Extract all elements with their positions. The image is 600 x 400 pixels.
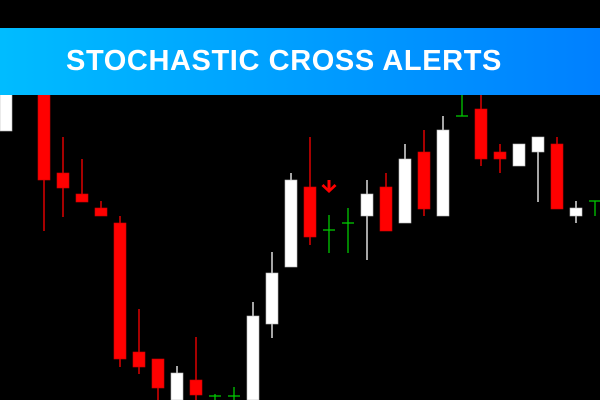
bearish-candle-body	[550, 143, 564, 210]
bearish-candle-body	[56, 172, 70, 189]
bearish-candle-body	[37, 91, 51, 181]
bearish-candle-body	[417, 151, 431, 210]
bearish-candle-body	[379, 186, 393, 232]
bearish-candle-body	[303, 186, 317, 238]
bullish-candle-body	[436, 129, 450, 217]
bullish-candle-body	[569, 207, 583, 217]
bullish-candle-body	[531, 136, 545, 153]
bullish-candle-body	[246, 315, 260, 400]
bearish-candle-body	[474, 108, 488, 160]
bullish-candle-body	[170, 372, 184, 400]
banner-title: STOCHASTIC CROSS ALERTS	[66, 45, 502, 77]
bearish-candle-body	[151, 358, 165, 389]
bearish-candle-body	[94, 207, 108, 217]
bullish-candle-body	[284, 179, 298, 268]
bearish-candle-body	[75, 193, 89, 203]
bearish-candle-body	[113, 222, 127, 360]
bearish-candle-body	[493, 151, 507, 160]
title-banner: STOCHASTIC CROSS ALERTS	[0, 28, 600, 95]
bullish-candle-body	[512, 143, 526, 167]
bearish-candle-body	[132, 351, 146, 368]
bullish-candle-body	[360, 193, 374, 217]
bullish-candle-body	[398, 158, 412, 224]
bearish-candle-body	[189, 379, 203, 396]
bullish-candle-body	[265, 272, 279, 325]
sell-arrow-icon	[321, 180, 337, 193]
bullish-candle-body	[0, 89, 13, 132]
